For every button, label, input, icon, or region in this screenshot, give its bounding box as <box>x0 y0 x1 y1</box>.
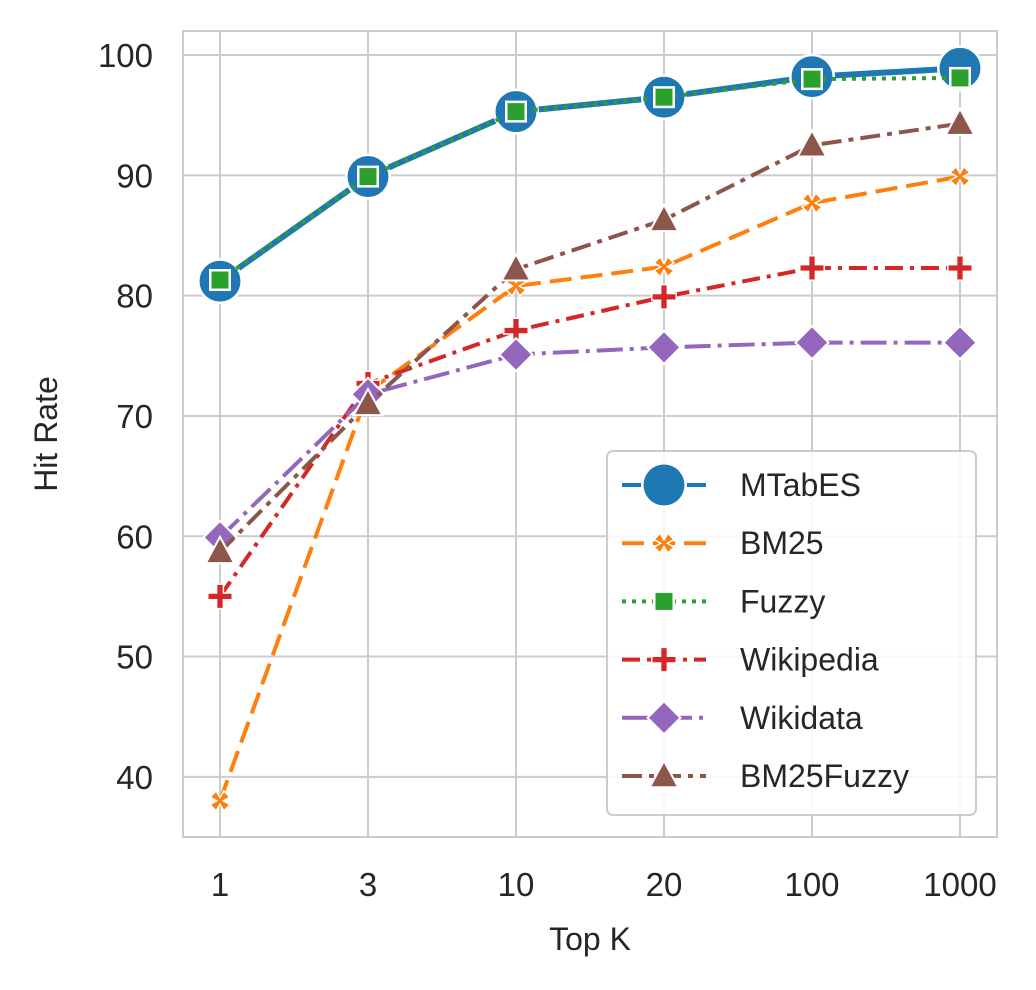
series-line <box>218 265 960 598</box>
legend-label: BM25 <box>740 525 824 561</box>
marker-point <box>648 202 680 233</box>
marker-point <box>653 590 675 613</box>
marker-point <box>498 336 534 373</box>
x-axis-label: Top K <box>549 921 631 957</box>
marker-point <box>651 283 677 310</box>
x-tick-label: 1000 <box>923 866 996 903</box>
marker-point <box>646 699 682 736</box>
legend-item-wikipedia: Wikipedia <box>622 642 879 678</box>
legend-item-mtabes: MTabES <box>622 462 861 508</box>
series-line <box>218 75 961 282</box>
y-tick-label: 40 <box>116 759 153 796</box>
legend-label: Fuzzy <box>740 583 825 619</box>
marker-point <box>204 534 236 565</box>
series-fuzzy <box>209 66 971 292</box>
marker-point <box>799 254 825 281</box>
series-line <box>218 340 960 539</box>
series <box>197 45 983 813</box>
legend-label: BM25Fuzzy <box>740 758 909 794</box>
marker-point <box>207 583 233 610</box>
x-tick-label: 3 <box>359 866 377 903</box>
axis-ticks: 1 3 10 20 100 1000 40 50 60 70 80 90 100 <box>98 37 997 903</box>
marker-point <box>947 254 973 281</box>
legend-item-fuzzy: Fuzzy <box>622 583 825 619</box>
marker-point <box>796 128 828 158</box>
marker-point <box>801 68 823 91</box>
x-tick-label: 1 <box>211 866 229 903</box>
legend-item-bm25: BM25 <box>622 525 824 561</box>
series-bm25fuzzy <box>204 106 976 565</box>
marker-point <box>208 789 232 813</box>
marker-point <box>794 324 830 361</box>
legend: MTabESBM25FuzzyWikipediaWikidataBM25Fuzz… <box>606 450 977 816</box>
marker-point <box>652 255 676 278</box>
x-tick-label: 100 <box>784 866 839 903</box>
y-tick-label: 100 <box>98 37 153 74</box>
marker-point <box>648 758 680 789</box>
marker-point <box>646 329 682 366</box>
marker-point <box>948 165 972 188</box>
marker-point <box>505 100 527 123</box>
legend-item-wikidata: Wikidata <box>622 700 863 736</box>
plot-frame <box>182 30 998 838</box>
marker-point <box>800 191 824 215</box>
marker-point <box>357 165 379 188</box>
marker-point <box>641 462 687 508</box>
y-tick-label: 80 <box>116 278 153 315</box>
marker-point <box>944 106 976 136</box>
y-tick-label: 60 <box>116 518 153 555</box>
series-line <box>218 121 961 554</box>
y-tick-label: 90 <box>116 157 153 194</box>
marker-point <box>651 646 677 673</box>
x-tick-label: 10 <box>498 866 535 903</box>
x-tick-label: 20 <box>646 866 683 903</box>
marker-point <box>949 66 971 89</box>
marker-point <box>942 324 978 361</box>
legend-label: Wikidata <box>740 700 863 736</box>
marker-point <box>500 252 532 282</box>
marker-point <box>209 269 231 292</box>
marker-point <box>652 532 676 555</box>
series-line <box>218 174 961 802</box>
y-axis-label: Hit Rate <box>28 376 64 492</box>
legend-item-bm25fuzzy: BM25Fuzzy <box>622 758 909 794</box>
y-tick-label: 50 <box>116 639 153 676</box>
y-tick-label: 70 <box>116 398 153 435</box>
grid <box>183 31 997 837</box>
legend-label: Wikipedia <box>740 642 879 678</box>
marker-point <box>653 86 675 109</box>
legend-label: MTabES <box>740 467 861 503</box>
marker-point <box>352 386 384 417</box>
